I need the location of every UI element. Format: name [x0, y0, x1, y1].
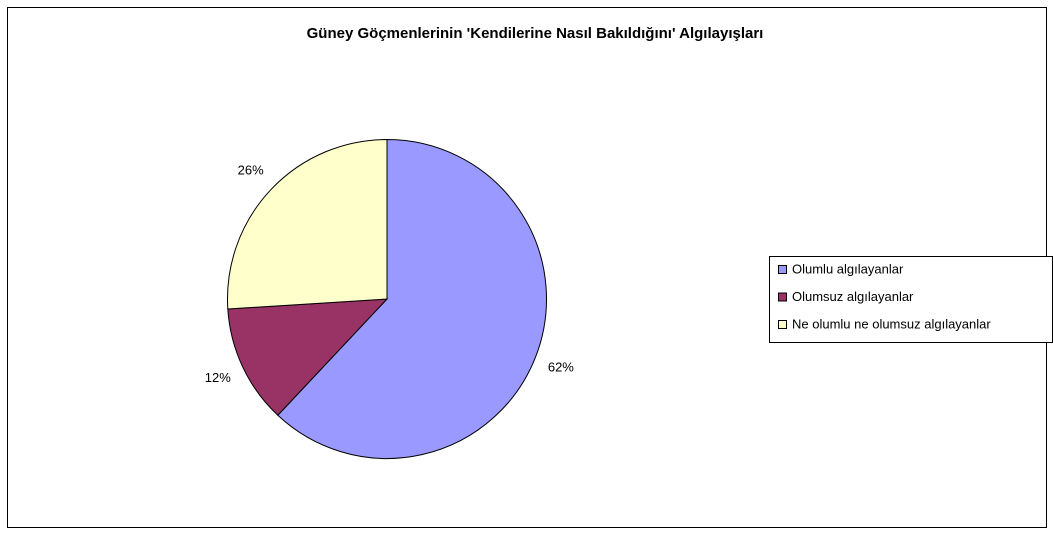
chart-title: Güney Göçmenlerinin 'Kendilerine Nasıl B… — [307, 25, 764, 42]
legend-label: Olumlu algılayanlar — [792, 261, 904, 276]
legend-key — [778, 292, 787, 302]
data-label: 62% — [548, 359, 574, 374]
pie-slice — [277, 138, 547, 459]
legend-label: Olumsuz algılayanlar — [792, 289, 914, 304]
legend-key — [778, 265, 787, 274]
legend-box — [769, 256, 1053, 343]
data-label: 26% — [238, 162, 264, 177]
data-label: 12% — [205, 370, 231, 385]
pie-slice — [227, 138, 388, 310]
legend-label: Ne olumlu ne olumsuz algılayanlar — [792, 316, 991, 331]
legend-key — [778, 320, 787, 329]
pie-slice — [227, 298, 389, 416]
